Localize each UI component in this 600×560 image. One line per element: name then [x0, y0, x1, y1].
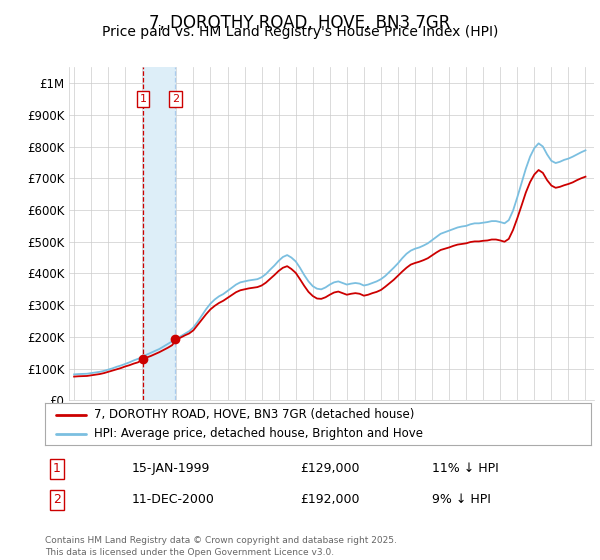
- Text: 15-JAN-1999: 15-JAN-1999: [132, 462, 211, 475]
- Text: 7, DOROTHY ROAD, HOVE, BN3 7GR (detached house): 7, DOROTHY ROAD, HOVE, BN3 7GR (detached…: [94, 408, 415, 421]
- Text: Contains HM Land Registry data © Crown copyright and database right 2025.
This d: Contains HM Land Registry data © Crown c…: [45, 536, 397, 557]
- Text: Price paid vs. HM Land Registry's House Price Index (HPI): Price paid vs. HM Land Registry's House …: [102, 25, 498, 39]
- Text: 2: 2: [53, 493, 61, 506]
- Text: 11% ↓ HPI: 11% ↓ HPI: [432, 462, 499, 475]
- Text: 1: 1: [139, 94, 146, 104]
- Text: 1: 1: [53, 462, 61, 475]
- Text: 11-DEC-2000: 11-DEC-2000: [132, 493, 215, 506]
- Text: 9% ↓ HPI: 9% ↓ HPI: [432, 493, 491, 506]
- Text: £129,000: £129,000: [300, 462, 359, 475]
- Bar: [143, 67, 175, 400]
- Text: HPI: Average price, detached house, Brighton and Hove: HPI: Average price, detached house, Brig…: [94, 427, 423, 440]
- Text: £192,000: £192,000: [300, 493, 359, 506]
- Text: 7, DOROTHY ROAD, HOVE, BN3 7GR: 7, DOROTHY ROAD, HOVE, BN3 7GR: [149, 14, 451, 32]
- Text: 2: 2: [172, 94, 179, 104]
